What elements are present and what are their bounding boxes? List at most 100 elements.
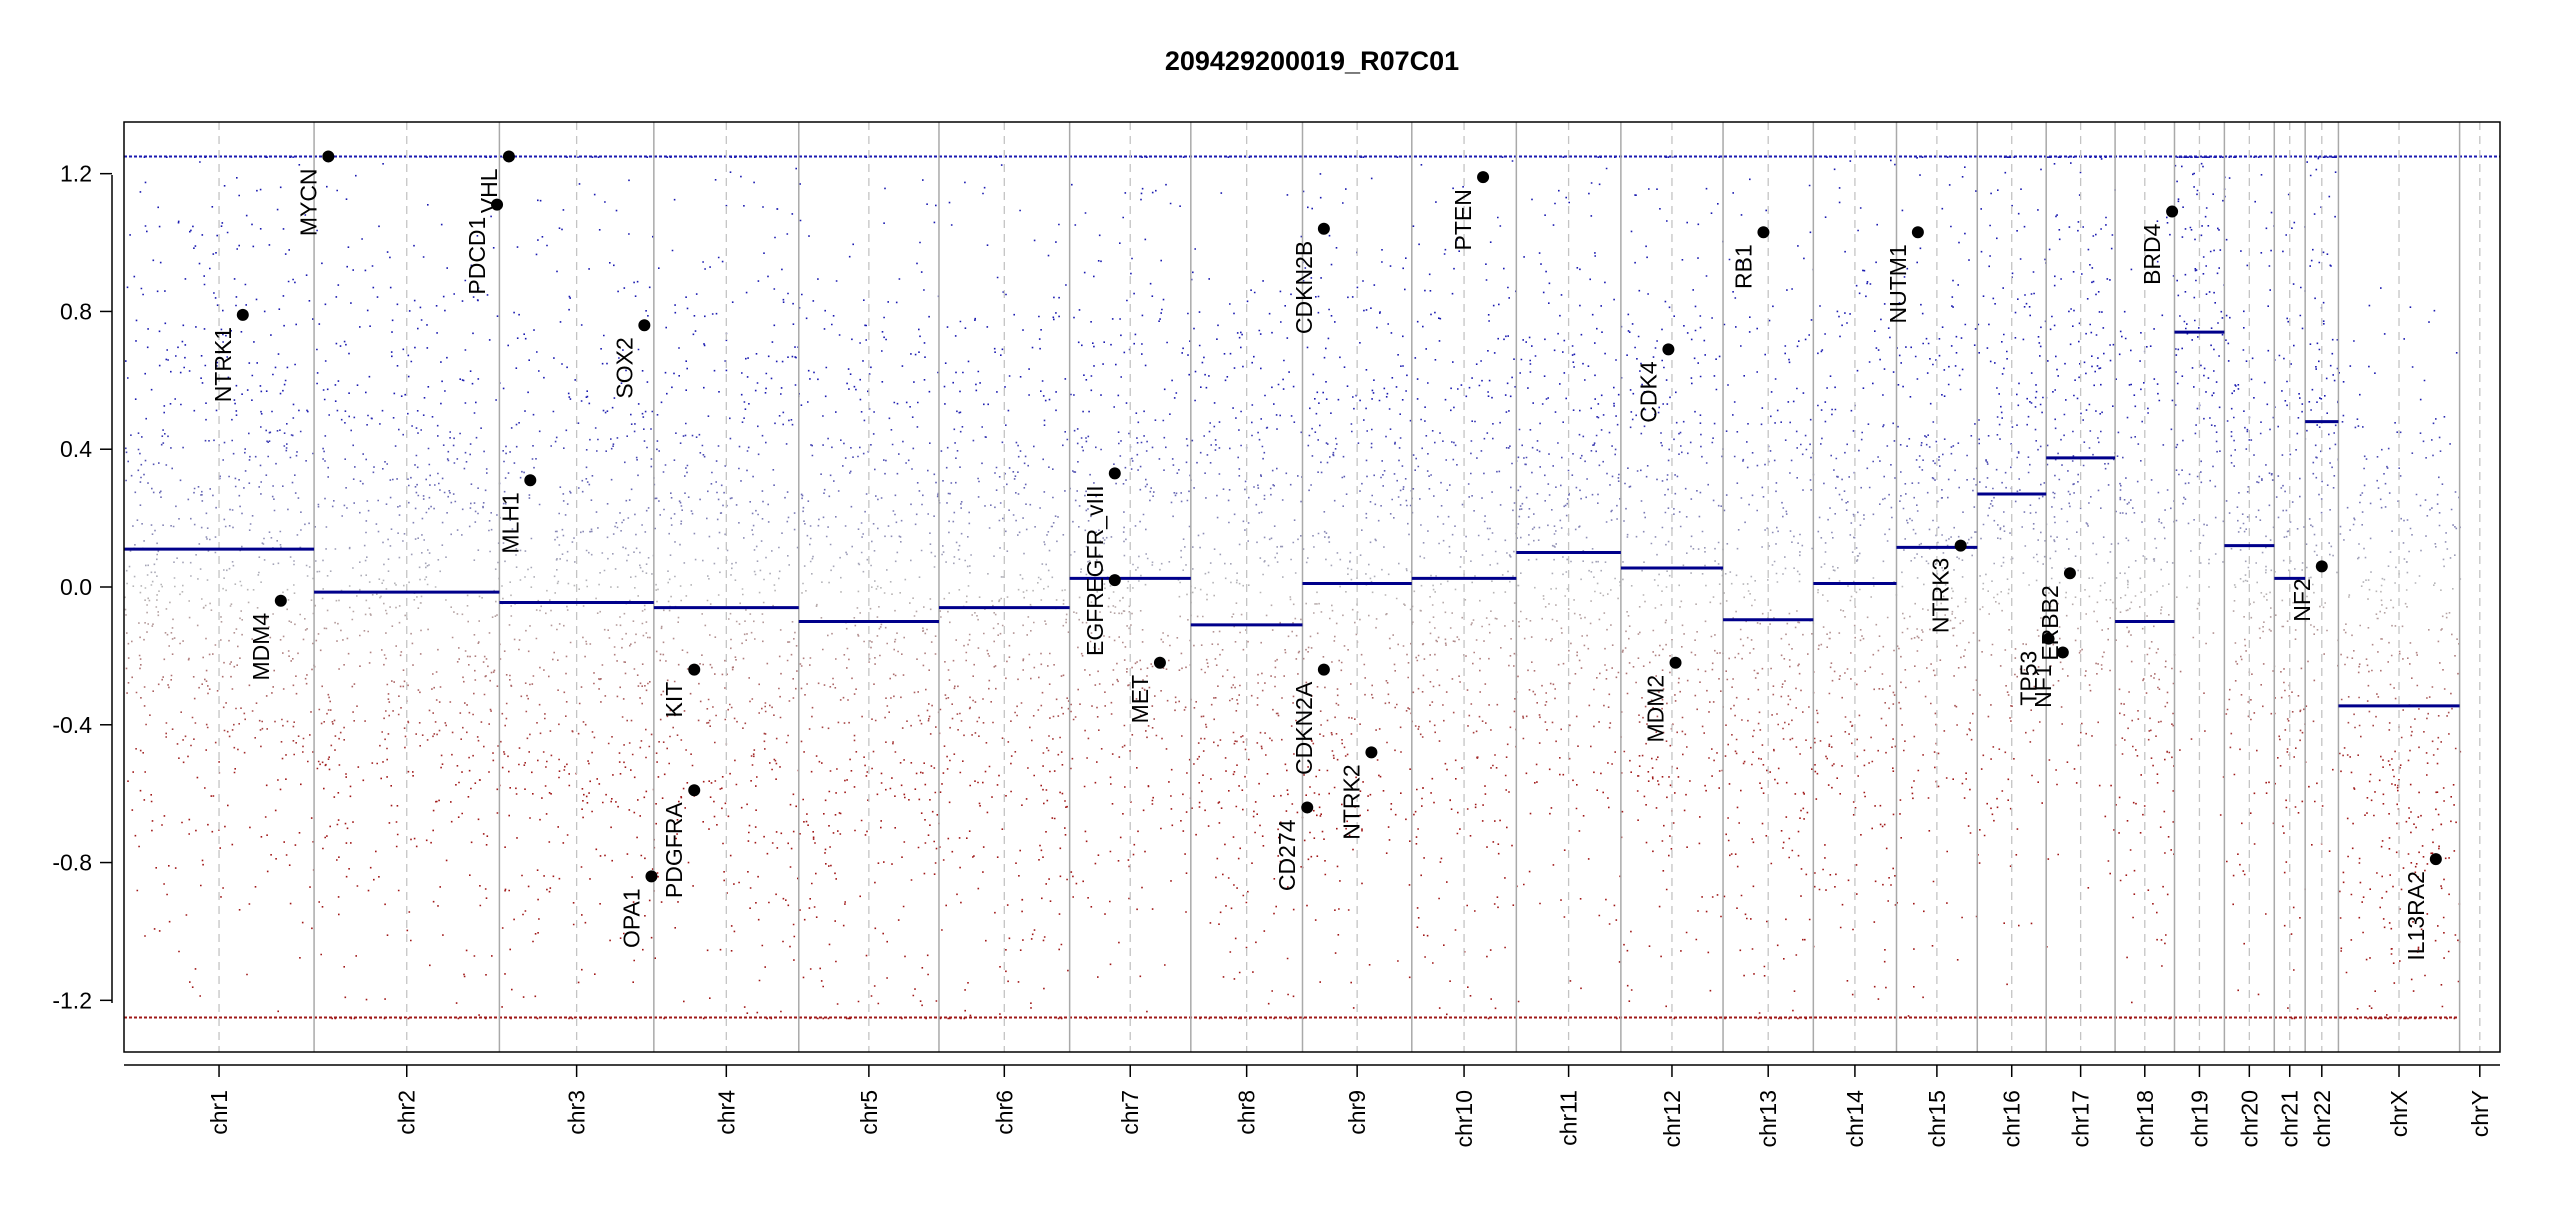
x-tick-label-chr3: chr3 [564,1090,590,1135]
probe-point-cloud [223,568,2303,572]
probe-point-cloud [138,654,2456,657]
probe-point-cloud [158,461,2331,465]
probe-point-cloud [176,556,2452,560]
probe-point-cloud [137,448,2383,451]
probe-point-cloud [254,736,2440,740]
probe-point-cloud [251,514,2429,518]
gene-point-mdm4 [274,594,287,607]
probe-point-cloud [165,732,2233,735]
probe-point-cloud [282,651,2418,655]
probe-point-cloud [597,437,2307,441]
probe-point-cloud [182,760,2307,764]
x-tick-label-chr10: chr10 [1451,1090,1477,1148]
probe-point-cloud [279,530,2393,533]
probe-point-cloud [978,480,2323,483]
probe-point-cloud [165,464,2267,467]
probe-point-cloud [160,495,2301,498]
gene-point-cdkn2b [1317,222,1330,235]
probe-point-cloud [170,674,2152,677]
probe-point-cloud [164,433,166,435]
probe-point-cloud [368,662,2441,664]
probe-point-cloud [318,708,2404,711]
probe-point-cloud [145,563,2323,567]
probe-point-cloud [210,608,2162,612]
probe-point-cloud [744,407,2233,411]
probe-point-cloud [909,405,2276,409]
probe-point-cloud [125,451,2020,454]
probe-point-cloud [169,403,2304,406]
segment-lines [124,330,2460,708]
probe-point-cloud [402,433,2330,436]
probe-point-cloud [229,662,2411,665]
probe-point-cloud [448,489,2100,493]
gene-label-pdcd1: PDCD1 [464,217,490,295]
probe-point-cloud [635,456,2124,459]
probe-point-cloud [157,550,2410,553]
probe-point-cloud [126,631,2347,635]
probe-point-cloud [162,428,2271,431]
probe-point-cloud [163,404,2288,407]
probe-point-cloud [223,661,2390,664]
probe-point-cloud [219,475,2402,478]
gene-point-met [1153,656,1166,669]
gene-label-il13ra2: IL13RA2 [2403,871,2429,961]
probe-point-cloud [128,564,2445,568]
probe-point-cloud [251,399,2287,402]
probe-point-cloud [127,460,2203,464]
probe-point-cloud [179,478,2274,482]
gene-label-opa1: OPA1 [618,888,644,948]
gene-point-ntrk2 [1365,746,1378,759]
probe-point-cloud [367,509,2284,513]
gene-label-ntrk2: NTRK2 [1338,764,1364,839]
probe-point-cloud [139,452,2414,455]
probe-point-cloud [145,417,2437,421]
gene-point-ntrk3 [1954,539,1967,552]
probe-point-cloud [170,446,2178,449]
probe-point-cloud [178,757,2279,760]
gene-label-cd274: CD274 [1274,819,1300,891]
probe-point-cloud [262,646,2151,650]
y-tick-label: 1.2 [60,161,92,187]
probe-point-cloud [201,500,2399,503]
probe-point-cloud [137,431,2422,435]
plot-frame [123,121,2501,1053]
probe-point-cloud [222,458,2368,461]
probe-point-cloud [125,447,2390,451]
probe-point-cloud [143,686,2434,689]
probe-point-cloud [257,646,1828,649]
probe-point-cloud [404,614,1370,617]
probe-point-cloud [138,622,1962,625]
probe-point-cloud [205,402,2033,405]
probe-point-cloud [261,720,2315,723]
x-tick-label-chr13: chr13 [1755,1090,1781,1148]
gene-point-rb1 [1757,226,1770,239]
probe-point-cloud [152,689,2286,693]
probe-point-cloud [139,636,2261,639]
probe-point-cloud [133,548,2449,551]
probe-point-cloud [173,561,2408,564]
probe-point-cloud [266,440,2425,443]
probe-point-cloud [400,650,2401,654]
probe-point-cloud [125,613,2277,617]
probe-point-cloud [176,742,1938,746]
probe-point-cloud [197,485,2250,489]
probe-point-cloud [175,504,2071,508]
gene-point-cd274 [1301,801,1314,814]
probe-point-cloud [492,759,2410,762]
probe-point-cloud [398,695,2431,699]
gene-point-kit [688,663,701,676]
probe-point-cloud [154,528,2351,532]
probe-point-cloud [268,625,2404,629]
gene-point-ntrk1 [236,308,249,321]
probe-point-cloud [432,672,2459,676]
probe-point-cloud [268,531,2447,534]
probe-point-cloud [260,412,2101,416]
probe-point-cloud [366,423,2318,426]
x-tick-label-chr12: chr12 [1659,1090,1685,1148]
probe-point-cloud [140,476,2440,479]
probe-point-cloud [125,667,2303,670]
probe-point-cloud [126,581,2436,585]
probe-point-cloud [144,586,2291,590]
probe-point-cloud [535,456,2427,460]
